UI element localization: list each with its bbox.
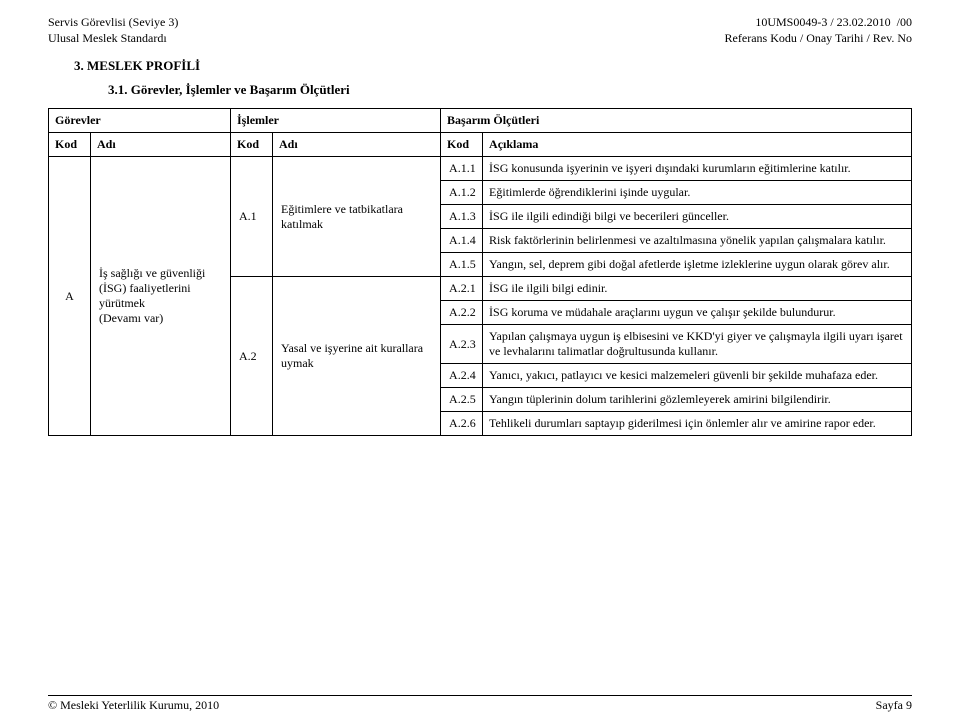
header-right: 10UMS0049-3 / 23.02.2010 /00 Referans Ko…: [725, 14, 912, 46]
header-left: Servis Görevlisi (Seviye 3) Ulusal Mesle…: [48, 14, 178, 46]
row-desc: Eğitimlerde öğrendiklerini işinde uygula…: [483, 181, 912, 205]
row-kod: A.1.2: [441, 181, 483, 205]
th-kod-2: Kod: [231, 133, 273, 157]
islem-adi-a1: Eğitimlere ve tatbikatlara katılmak: [273, 157, 441, 277]
row-kod: A.2.2: [441, 301, 483, 325]
page-footer: © Mesleki Yeterlilik Kurumu, 2010 Sayfa …: [48, 695, 912, 713]
footer-right: Sayfa 9: [876, 698, 912, 713]
document-page: Servis Görevlisi (Seviye 3) Ulusal Mesle…: [0, 0, 960, 725]
gorev-kod: A: [49, 157, 91, 436]
row-desc: Yanıcı, yakıcı, patlayıcı ve kesici malz…: [483, 364, 912, 388]
page-header: Servis Görevlisi (Seviye 3) Ulusal Mesle…: [48, 14, 912, 46]
section-title: 3. MESLEK PROFİLİ: [74, 58, 912, 74]
th-kod-3: Kod: [441, 133, 483, 157]
row-kod: A.1.4: [441, 229, 483, 253]
row-kod: A.1.1: [441, 157, 483, 181]
islem-kod-a2: A.2: [231, 277, 273, 436]
row-desc: Tehlikeli durumları saptayıp giderilmesi…: [483, 412, 912, 436]
row-desc: Yangın, sel, deprem gibi doğal afetlerde…: [483, 253, 912, 277]
row-kod: A.1.5: [441, 253, 483, 277]
table-header-row-1: Görevler İşlemler Başarım Ölçütleri: [49, 109, 912, 133]
th-basarim: Başarım Ölçütleri: [441, 109, 912, 133]
row-kod: A.2.6: [441, 412, 483, 436]
row-kod: A.2.1: [441, 277, 483, 301]
row-desc: İSG koruma ve müdahale araçlarını uygun …: [483, 301, 912, 325]
subsection-title: 3.1. Görevler, İşlemler ve Başarım Ölçüt…: [108, 82, 912, 98]
th-kod-1: Kod: [49, 133, 91, 157]
th-aciklama: Açıklama: [483, 133, 912, 157]
footer-left: © Mesleki Yeterlilik Kurumu, 2010: [48, 698, 219, 713]
row-desc: İSG konusunda işyerinin ve işyeri dışınd…: [483, 157, 912, 181]
hdr-left-2: Ulusal Meslek Standardı: [48, 31, 167, 45]
th-gorevler: Görevler: [49, 109, 231, 133]
islem-kod-a1: A.1: [231, 157, 273, 277]
table-header-row-2: Kod Adı Kod Adı Kod Açıklama: [49, 133, 912, 157]
hdr-right-1: 10UMS0049-3 / 23.02.2010 /00: [755, 15, 912, 29]
row-desc: Yangın tüplerinin dolum tarihlerini gözl…: [483, 388, 912, 412]
th-adi-2: Adı: [273, 133, 441, 157]
table-row: A İş sağlığı ve güvenliği (İSG) faaliyet…: [49, 157, 912, 181]
gorev-adi: İş sağlığı ve güvenliği (İSG) faaliyetle…: [91, 157, 231, 436]
profile-table: Görevler İşlemler Başarım Ölçütleri Kod …: [48, 108, 912, 436]
row-desc: İSG ile ilgili bilgi edinir.: [483, 277, 912, 301]
row-kod: A.2.4: [441, 364, 483, 388]
islem-adi-a2: Yasal ve işyerine ait kurallara uymak: [273, 277, 441, 436]
row-desc: Yapılan çalışmaya uygun iş elbisesini ve…: [483, 325, 912, 364]
row-kod: A.1.3: [441, 205, 483, 229]
row-desc: İSG ile ilgili edindiği bilgi ve beceril…: [483, 205, 912, 229]
row-kod: A.2.5: [441, 388, 483, 412]
row-desc: Risk faktörlerinin belirlenmesi ve azalt…: [483, 229, 912, 253]
th-islemler: İşlemler: [231, 109, 441, 133]
hdr-right-2: Referans Kodu / Onay Tarihi / Rev. No: [725, 31, 912, 45]
row-kod: A.2.3: [441, 325, 483, 364]
hdr-left-1: Servis Görevlisi (Seviye 3): [48, 15, 178, 29]
th-adi-1: Adı: [91, 133, 231, 157]
